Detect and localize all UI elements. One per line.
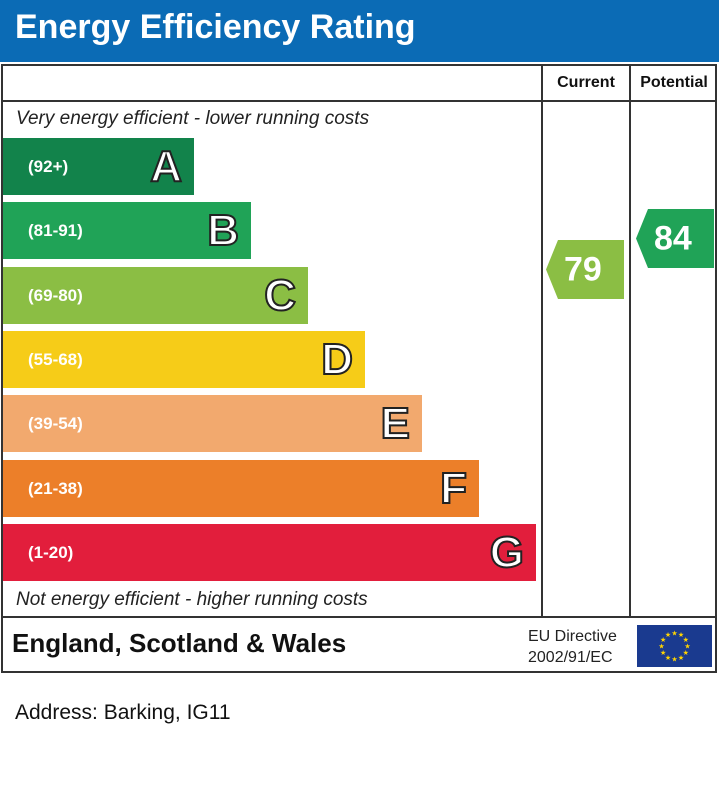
band-range-label: (92+) xyxy=(28,156,69,176)
eu-flag-icon: ★ ★ ★ ★ ★ ★ ★ ★ ★ ★ ★ ★ xyxy=(637,625,712,667)
rating-table xyxy=(1,64,717,673)
band-f: (21-38) F xyxy=(3,460,479,517)
eu-star-icon: ★ xyxy=(665,654,671,662)
band-a: (92+) A xyxy=(3,138,194,195)
rating-value: 79 xyxy=(564,250,602,288)
band-letter: E xyxy=(380,398,411,448)
footer-divider xyxy=(1,616,717,618)
eu-star-icon: ★ xyxy=(658,643,664,651)
eu-star-icon: ★ xyxy=(671,656,677,664)
band-range-label: (69-80) xyxy=(28,285,83,305)
page-title: Energy Efficiency Rating xyxy=(15,8,416,46)
eu-star-icon: ★ xyxy=(678,631,684,639)
rating-arrow-shape xyxy=(546,240,624,299)
potential-column-divider xyxy=(629,64,631,618)
band-letter: B xyxy=(206,205,240,255)
current-rating-arrow: 79 xyxy=(546,240,624,299)
band-c: (69-80) C xyxy=(3,267,308,324)
eu-directive-line2: 2002/91/EC xyxy=(528,649,613,666)
band-letter: G xyxy=(489,527,525,577)
eu-star-icon: ★ xyxy=(684,643,690,651)
eu-star-icon: ★ xyxy=(660,649,666,657)
band-letter: C xyxy=(263,270,297,320)
band-e: (39-54) E xyxy=(3,395,422,452)
rating-value: 84 xyxy=(654,219,692,257)
eu-directive-text: EU Directive 2002/91/EC xyxy=(528,626,617,668)
potential-rating-arrow: 84 xyxy=(636,209,714,268)
eu-directive-line1: EU Directive xyxy=(528,628,617,645)
band-range-label: (1-20) xyxy=(28,542,74,562)
eu-star-icon: ★ xyxy=(671,630,677,638)
bottom-caption: Not energy efficient - higher running co… xyxy=(16,589,368,610)
current-column-header: Current xyxy=(557,74,615,91)
band-g: (1-20) G xyxy=(3,524,536,581)
eu-star-icon: ★ xyxy=(665,631,671,639)
band-range-label: (39-54) xyxy=(28,413,83,433)
potential-column-header: Potential xyxy=(640,74,708,91)
header-divider xyxy=(1,100,717,102)
top-caption: Very energy efficient - lower running co… xyxy=(16,108,370,129)
rating-arrow-shape xyxy=(636,209,714,268)
current-column-divider xyxy=(541,64,543,618)
band-range-label: (21-38) xyxy=(28,478,83,498)
title-bar: Energy Efficiency Rating xyxy=(0,0,719,62)
eu-star-icon: ★ xyxy=(678,654,684,662)
band-range-label: (81-91) xyxy=(28,220,83,240)
eu-star-icon: ★ xyxy=(660,636,666,644)
band-b: (81-91) B xyxy=(3,202,251,259)
eu-star-icon: ★ xyxy=(683,649,689,657)
band-range-label: (55-68) xyxy=(28,349,83,369)
band-letter: A xyxy=(149,141,183,191)
eu-star-icon: ★ xyxy=(683,636,689,644)
band-letter: F xyxy=(439,463,468,513)
band-d: (55-68) D xyxy=(3,331,365,388)
footer-region: England, Scotland & Wales xyxy=(12,628,347,658)
address: Address: Barking, IG11 xyxy=(15,701,231,724)
band-letter: D xyxy=(320,334,354,384)
